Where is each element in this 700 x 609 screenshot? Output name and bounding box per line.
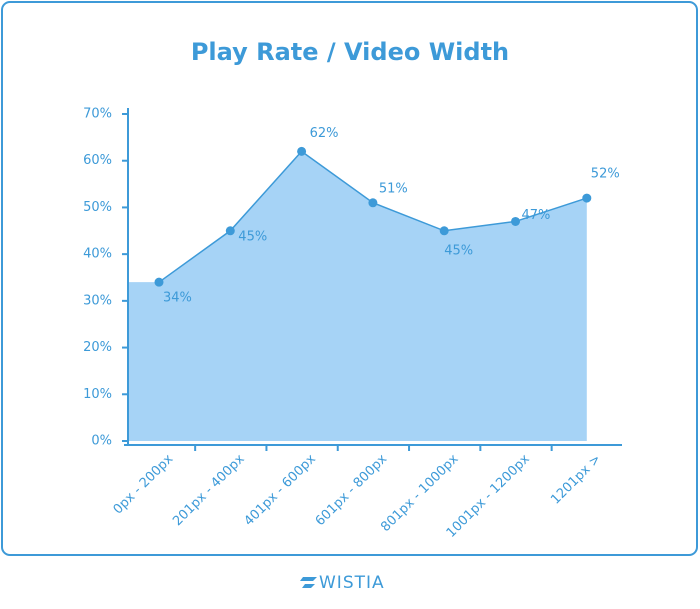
value-label: 34% (163, 291, 192, 306)
y-tick-label: 40% (83, 247, 112, 262)
point (225, 226, 235, 236)
footer-logo: WISTIA (300, 573, 385, 593)
point (368, 198, 378, 208)
area (128, 151, 587, 441)
value-label: 45% (444, 243, 473, 258)
chart-title: Play Rate / Video Width (191, 38, 509, 66)
y-tick-label: 20% (83, 340, 112, 355)
point (297, 146, 307, 156)
point (439, 226, 449, 236)
value-label: 47% (522, 208, 551, 223)
footer-brand: WISTIA (319, 573, 385, 593)
point (154, 277, 164, 287)
value-label: 45% (238, 229, 267, 244)
point (511, 216, 520, 226)
y-tick-label: 0% (91, 434, 112, 449)
y-tick-label: 30% (83, 293, 112, 308)
y-tick-label: 50% (83, 200, 112, 215)
logo-icon (300, 577, 317, 588)
y-tick-label: 70% (83, 107, 112, 122)
value-label: 52% (591, 167, 620, 182)
value-label: 51% (379, 181, 408, 196)
point (582, 193, 592, 203)
value-label: 62% (310, 126, 339, 141)
y-tick-label: 60% (83, 153, 112, 168)
y-tick-label: 10% (83, 387, 112, 402)
